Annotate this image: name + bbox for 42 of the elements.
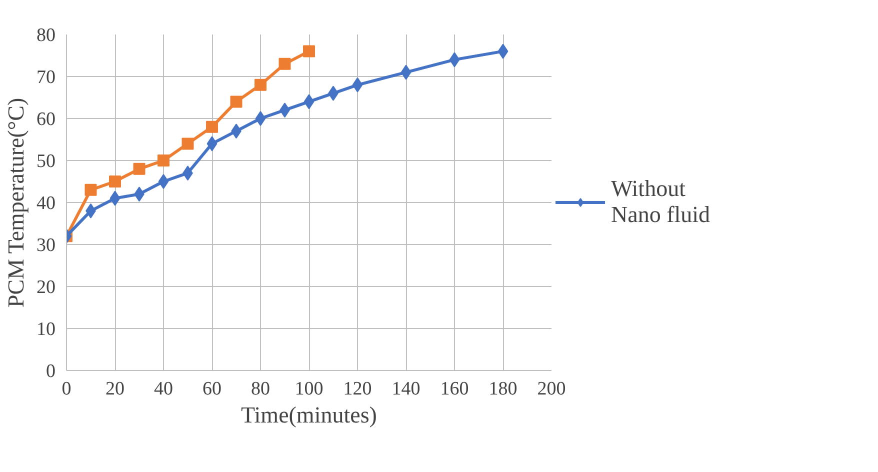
y-tick-label: 20	[36, 277, 56, 298]
x-tick-label: 0	[62, 378, 72, 400]
y-tick-label: 0	[46, 361, 56, 382]
x-tick-label: 120	[343, 378, 372, 400]
y-tick-label: 40	[36, 193, 56, 214]
y-tick-label: 60	[36, 109, 56, 130]
x-tick-label: 80	[251, 378, 270, 400]
y-tick-label: 30	[36, 235, 56, 256]
y-tick-label: 10	[36, 319, 56, 340]
point	[182, 138, 194, 150]
point	[352, 77, 363, 92]
point	[158, 174, 169, 189]
x-tick-label: 100	[294, 378, 324, 400]
y-axis-title: PCM Temperature(°C)	[4, 98, 28, 308]
point	[230, 96, 242, 108]
point	[255, 111, 266, 126]
point	[84, 184, 97, 196]
point	[133, 162, 146, 175]
point	[303, 45, 315, 58]
x-tick-label: 20	[106, 378, 124, 400]
x-tick-label: 200	[537, 378, 566, 400]
point	[158, 154, 170, 166]
y-tick-label: 50	[36, 151, 56, 172]
x-tick-label: 40	[154, 378, 173, 400]
point	[449, 52, 460, 68]
point	[206, 136, 218, 152]
point	[304, 94, 314, 110]
point	[498, 44, 508, 59]
x-tick-label: 140	[392, 378, 420, 400]
point	[109, 176, 121, 188]
y-tick-label: 80	[36, 25, 56, 46]
x-tick-label: 160	[440, 378, 469, 400]
y-tick-label: 70	[36, 67, 56, 88]
x-axis-title: Time(minutes)	[241, 402, 377, 428]
x-tick-label: 180	[488, 378, 518, 400]
legend-label: Without Nano fluid	[611, 176, 711, 228]
x-tick-label: 60	[202, 378, 222, 400]
point	[110, 190, 120, 206]
point	[254, 78, 266, 91]
point	[278, 58, 291, 70]
point	[400, 64, 412, 80]
point	[206, 120, 218, 133]
